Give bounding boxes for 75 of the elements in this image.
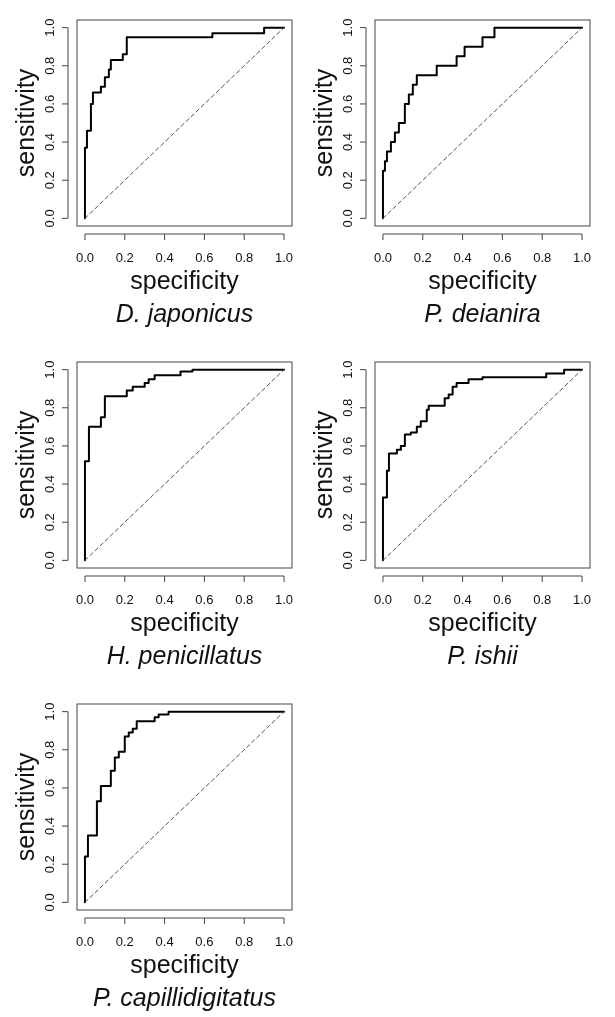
x-tick-label: 0.8	[533, 592, 552, 607]
x-axis-title: specificity	[428, 608, 538, 636]
x-tick-label: 0.0	[75, 592, 94, 607]
x-tick-label: 0.2	[115, 592, 134, 607]
y-tick-label: 0.8	[42, 740, 57, 759]
y-axis-title: sensitivity	[309, 68, 337, 178]
y-axis-title: sensitivity	[11, 410, 39, 520]
text: P. ishii	[447, 641, 520, 669]
y-tick-label: 0.6	[42, 778, 57, 797]
y-tick-label: 0.2	[340, 513, 355, 532]
x-tick-label: 0.4	[155, 592, 174, 607]
x-tick-label: 1.0	[573, 592, 592, 607]
y-tick-label: 0.6	[340, 94, 355, 113]
x-tick-label: 0.4	[155, 250, 174, 265]
text: D. japonicus	[115, 299, 254, 327]
x-tick-label: 1.0	[573, 250, 592, 265]
y-tick-label: 1.0	[42, 702, 57, 721]
y-tick-label: 0.2	[340, 171, 355, 190]
y-tick-label: 0.2	[42, 513, 57, 532]
x-tick-label: 0.2	[115, 250, 134, 265]
y-tick-label: 0.0	[340, 551, 355, 570]
x-tick-label: 0.2	[413, 250, 432, 265]
y-tick-label: 0.8	[42, 56, 57, 75]
y-tick-label: 0.4	[42, 133, 57, 152]
text: H. penicillatus	[106, 641, 263, 669]
y-tick-label: 1.0	[340, 18, 355, 37]
x-tick-label: 0.8	[533, 250, 552, 265]
x-tick-label: 0.2	[413, 592, 432, 607]
x-tick-label: 1.0	[275, 592, 294, 607]
x-axis-title: specificity	[130, 266, 240, 294]
y-tick-label: 0.4	[340, 475, 355, 494]
y-tick-label: 0.0	[340, 209, 355, 228]
y-tick-label: 0.8	[42, 398, 57, 417]
x-tick-label: 0.4	[155, 934, 174, 949]
x-tick-label: 0.6	[195, 250, 214, 265]
y-tick-label: 1.0	[42, 18, 57, 37]
y-tick-label: 0.6	[42, 436, 57, 455]
x-tick-label: 0.0	[75, 250, 94, 265]
y-tick-label: 0.4	[42, 817, 57, 836]
x-tick-label: 0.8	[235, 592, 254, 607]
x-tick-label: 0.0	[373, 592, 392, 607]
y-tick-label: 0.0	[42, 893, 57, 912]
x-tick-label: 0.6	[195, 934, 214, 949]
x-axis-title: specificity	[130, 608, 240, 636]
y-axis-title: sensitivity	[11, 752, 39, 862]
y-tick-label: 0.2	[42, 855, 57, 874]
text: P. capillidigitatus	[93, 983, 276, 1011]
y-tick-label: 0.6	[42, 94, 57, 113]
x-tick-label: 0.6	[195, 592, 214, 607]
x-tick-label: 0.0	[373, 250, 392, 265]
x-tick-label: 0.8	[235, 250, 254, 265]
y-tick-label: 0.8	[340, 398, 355, 417]
x-tick-label: 0.6	[493, 592, 512, 607]
y-axis-title: sensitivity	[11, 68, 39, 178]
x-tick-label: 1.0	[275, 934, 294, 949]
y-axis-title: sensitivity	[309, 410, 337, 520]
x-tick-label: 0.6	[493, 250, 512, 265]
x-axis-title: specificity	[130, 950, 240, 978]
y-tick-label: 0.4	[42, 475, 57, 494]
x-tick-label: 0.2	[115, 934, 134, 949]
y-tick-label: 0.2	[42, 171, 57, 190]
text: P. deianira	[424, 299, 541, 327]
x-tick-label: 0.0	[75, 934, 94, 949]
y-tick-label: 0.0	[42, 209, 57, 228]
x-tick-label: 0.8	[235, 934, 254, 949]
y-tick-label: 0.8	[340, 56, 355, 75]
x-tick-label: 0.4	[453, 592, 472, 607]
x-axis-title: specificity	[428, 266, 538, 294]
x-tick-label: 1.0	[275, 250, 294, 265]
x-tick-label: 0.4	[453, 250, 472, 265]
y-tick-label: 1.0	[340, 360, 355, 379]
y-tick-label: 1.0	[42, 360, 57, 379]
y-tick-label: 0.6	[340, 436, 355, 455]
y-tick-label: 0.4	[340, 133, 355, 152]
y-tick-label: 0.0	[42, 551, 57, 570]
